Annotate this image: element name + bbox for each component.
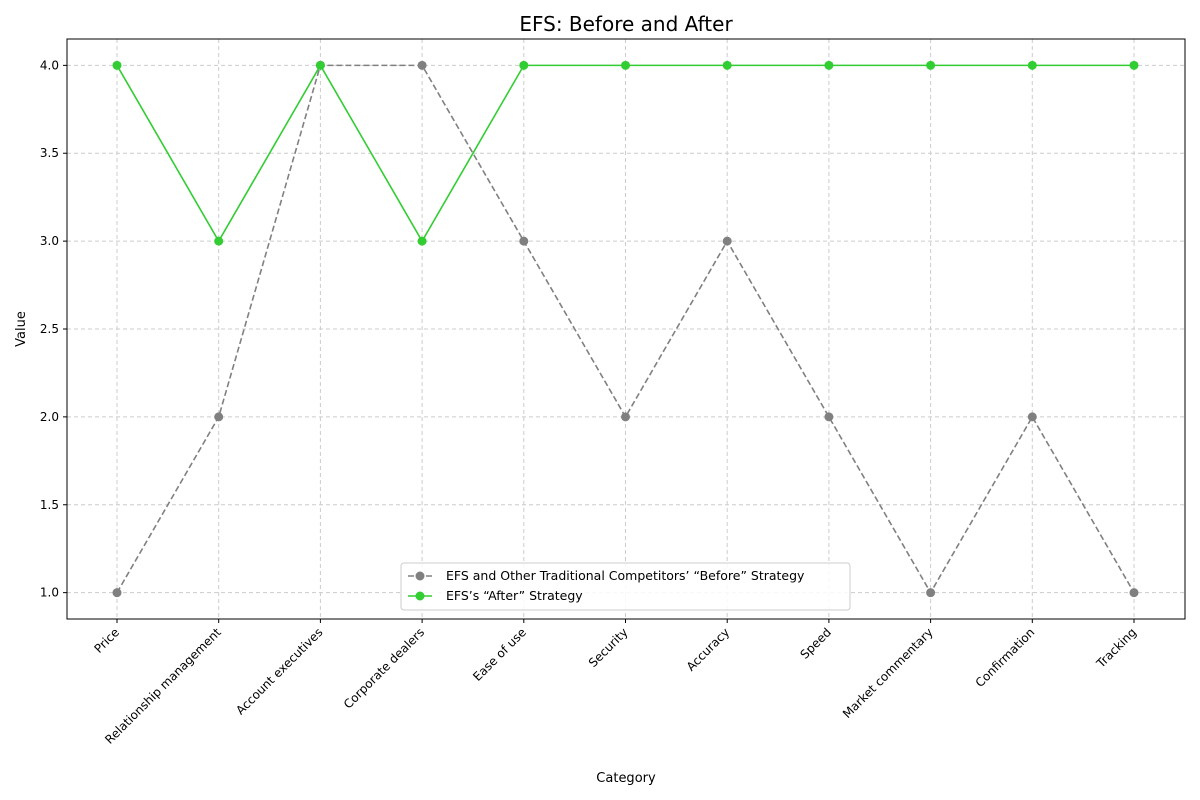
data-point-before [519, 236, 529, 246]
y-tick-label: 4.0 [40, 58, 59, 72]
data-point-before [214, 412, 224, 422]
chart-title: EFS: Before and After [519, 12, 733, 36]
legend-marker-before [415, 571, 425, 581]
data-point-before [926, 588, 936, 598]
data-point-after [519, 60, 529, 70]
data-point-before [417, 60, 427, 70]
data-point-after [315, 60, 325, 70]
x-tick-label: Price [92, 625, 123, 656]
data-point-before [1129, 588, 1139, 598]
data-point-after [112, 60, 122, 70]
legend-label-after: EFS’s “After” Strategy [446, 588, 583, 603]
y-tick-label: 3.0 [40, 234, 59, 248]
y-tick-label: 1.5 [40, 498, 59, 512]
x-tick-label: Account executives [233, 625, 325, 717]
legend-label-before: EFS and Other Traditional Competitors’ “… [446, 568, 805, 583]
series-group [112, 60, 1139, 598]
y-axis-ticks: 1.0 1.5 2.0 2.5 3.0 3.5 4.0 [40, 58, 67, 600]
data-point-before [621, 412, 630, 422]
data-point-before [1027, 412, 1037, 422]
x-tick-label: Security [586, 625, 631, 670]
x-tick-label: Corporate dealers [341, 625, 427, 711]
x-tick-label: Confirmation [973, 625, 1038, 690]
y-axis-label: Value [14, 311, 29, 347]
x-axis-label: Category [596, 771, 656, 786]
data-point-after [1027, 60, 1037, 70]
legend: EFS and Other Traditional Competitors’ “… [400, 562, 851, 611]
data-point-after [214, 236, 224, 246]
x-tick-label: Ease of use [470, 625, 529, 684]
legend-box [400, 562, 851, 611]
data-point-after [621, 60, 630, 70]
x-tick-label: Relationship management [102, 625, 224, 747]
x-tick-label: Market commentary [840, 625, 936, 721]
data-point-before [824, 412, 834, 422]
data-point-after [417, 236, 427, 246]
data-point-after [926, 60, 936, 70]
x-tick-label: Accuracy [684, 625, 733, 674]
x-tick-label: Speed [798, 625, 835, 662]
data-point-before [112, 588, 122, 598]
data-point-after [1129, 60, 1139, 70]
grid [67, 39, 1185, 619]
legend-marker-after [415, 591, 425, 601]
y-tick-label: 2.0 [40, 410, 59, 424]
data-point-before [722, 236, 732, 246]
y-tick-label: 1.0 [40, 586, 59, 600]
x-tick-label: Tracking [1093, 625, 1139, 671]
data-point-after [824, 60, 834, 70]
y-tick-label: 2.5 [40, 322, 59, 336]
data-point-after [722, 60, 732, 70]
y-tick-label: 3.5 [40, 146, 59, 160]
